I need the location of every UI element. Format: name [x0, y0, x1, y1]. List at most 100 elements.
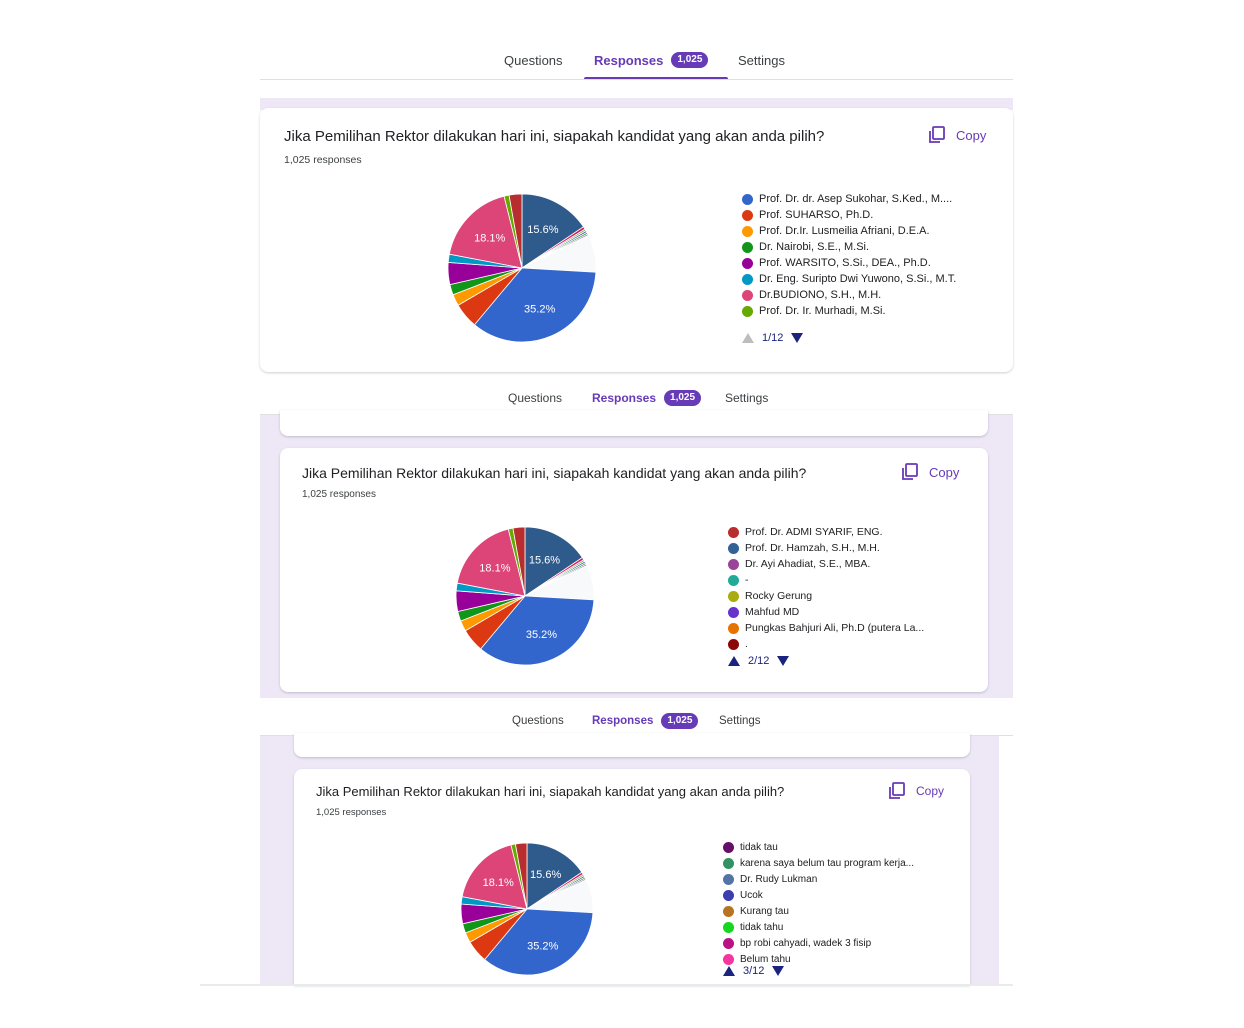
legend-swatch: [728, 606, 739, 618]
copy-chart-button[interactable]: Copy: [928, 126, 986, 144]
legend-label: Dr. Eng. Suripto Dwi Yuwono, S.Si., M.T.: [759, 273, 957, 285]
legend-swatch: [728, 526, 739, 538]
legend-label: Ucok: [740, 889, 763, 901]
legend-swatch: [723, 889, 734, 901]
legend-prev-arrow-icon[interactable]: [723, 966, 735, 976]
pie-slice-label: 18.1%: [474, 233, 505, 245]
chart-legend: tidak tau karena saya belum tau program k…: [723, 839, 914, 967]
legend-label: Dr. Ayi Ahadiat, S.E., MBA.: [745, 558, 871, 570]
legend-item: Kurang tau: [723, 903, 914, 919]
legend-swatch: [742, 289, 753, 301]
legend-pager: 1/12: [742, 332, 804, 344]
legend-item: Prof. WARSITO, S.Si., DEA., Ph.D.: [742, 255, 956, 271]
legend-next-arrow-icon[interactable]: [777, 656, 790, 666]
pie-slice-7: [480, 595, 595, 666]
pie-slice-label: 35.2%: [526, 629, 557, 641]
copy-chart-button[interactable]: Copy: [888, 782, 944, 800]
pie-slice-0: [521, 193, 585, 269]
pie-slice-13: [461, 844, 528, 910]
pie-slice-13: [448, 195, 523, 269]
question-title: Jika Pemilihan Rektor dilakukan hari ini…: [302, 465, 807, 481]
tab-responses-label: Responses: [592, 714, 654, 727]
tab-responses[interactable]: Responses 1,025: [594, 40, 709, 80]
legend-label: -: [745, 574, 749, 586]
response-count: 1,025 responses: [316, 807, 387, 818]
legend-swatch: [728, 574, 739, 586]
tab-responses[interactable]: Responses 1,025: [592, 380, 702, 415]
question-card: Jika Pemilihan Rektor dilakukan hari ini…: [260, 108, 1013, 372]
legend-item: Dr. Ayi Ahadiat, S.E., MBA.: [728, 556, 924, 572]
tab-responses-label: Responses: [592, 390, 657, 405]
legend-item: Prof. Dr.Ir. Lusmeilia Afriani, D.E.A.: [742, 223, 956, 239]
copy-icon: [889, 782, 905, 799]
tab-settings[interactable]: Settings: [725, 390, 769, 405]
pie-slice-0: [526, 842, 583, 910]
tab-questions[interactable]: Questions: [504, 52, 563, 68]
copy-icon: [902, 463, 918, 480]
legend-next-arrow-icon[interactable]: [772, 966, 785, 976]
legend-pager: 2/12: [728, 655, 790, 667]
legend-label: Prof. Dr.Ir. Lusmeilia Afriani, D.E.A.: [759, 225, 930, 237]
response-panel-2: Questions Responses 1,025 Settings Jika …: [260, 380, 1013, 698]
response-panel-3: Questions Responses 1,025 Settings Jika …: [260, 705, 1013, 985]
legend-prev-arrow-icon[interactable]: [742, 333, 754, 343]
legend-label: Dr. Nairobi, S.E., M.Si.: [759, 241, 870, 253]
legend-label: bp robi cahyadi, wadek 3 fisip: [740, 937, 872, 949]
pie-slice-15: [514, 842, 528, 910]
legend-item: Belum tahu: [723, 951, 914, 967]
legend-label: Dr. Rudy Lukman: [740, 873, 818, 885]
legend-label: Pungkas Bahjuri Ali, Ph.D (putera La...: [745, 622, 925, 634]
legend-swatch: [728, 638, 739, 650]
legend-page-indicator: 1/12: [762, 332, 784, 344]
legend-item: -: [728, 572, 924, 588]
legend-item: karena saya belum tau program kerja...: [723, 855, 914, 871]
legend-swatch: [742, 273, 753, 285]
legend-next-arrow-icon[interactable]: [791, 333, 804, 343]
copy-label: Copy: [916, 784, 945, 798]
response-panel-1: Questions Responses 1,025 Settings Jika …: [260, 40, 1013, 375]
legend-label: karena saya belum tau program kerja...: [740, 857, 914, 869]
pie-slice-label: 35.2%: [527, 940, 558, 952]
legend-pager: 3/12: [723, 965, 785, 977]
pie-slice-label: 15.6%: [529, 554, 560, 566]
legend-label: Kurang tau: [740, 905, 789, 917]
tab-questions[interactable]: Questions: [508, 390, 563, 405]
legend-label: Prof. Dr. ADMI SYARIF, ENG.: [745, 526, 883, 538]
tab-responses[interactable]: Responses 1,025: [592, 705, 699, 736]
question-title: Jika Pemilihan Rektor dilakukan hari ini…: [284, 128, 825, 145]
legend-item: Prof. SUHARSO, Ph.D.: [742, 207, 956, 223]
legend-swatch: [723, 873, 734, 885]
response-count-badge: 1,025: [661, 712, 699, 729]
previous-card-edge: [280, 410, 988, 436]
legend-item: .: [728, 636, 924, 652]
pie-slice-label: 35.2%: [524, 304, 555, 316]
tab-settings[interactable]: Settings: [738, 52, 785, 68]
tab-bar: Questions Responses 1,025 Settings: [260, 40, 1013, 80]
pie-slice-15: [512, 526, 526, 597]
legend-swatch: [723, 937, 734, 949]
legend-label: tidak tahu: [740, 921, 784, 933]
legend-swatch: [728, 590, 739, 602]
pie-chart: 15.6% 35.2% 18.1%: [460, 842, 594, 976]
background-strip: [260, 98, 1013, 110]
legend-item: Mahfud MD: [728, 604, 924, 620]
tab-settings[interactable]: Settings: [719, 714, 761, 727]
legend-item: Dr.BUDIONO, S.H., M.H.: [742, 287, 956, 303]
copy-chart-button[interactable]: Copy: [901, 463, 959, 481]
response-count-badge: 1,025: [664, 389, 702, 406]
legend-swatch: [723, 857, 734, 869]
pie-slice-7: [484, 908, 594, 976]
legend-prev-arrow-icon[interactable]: [728, 656, 740, 666]
legend-item: Pungkas Bahjuri Ali, Ph.D (putera La...: [728, 620, 924, 636]
question-title: Jika Pemilihan Rektor dilakukan hari ini…: [316, 784, 785, 799]
legend-swatch: [728, 542, 739, 554]
legend-swatch: [723, 953, 734, 965]
pie-slice-label: 15.6%: [530, 869, 561, 881]
legend-swatch: [723, 921, 734, 933]
legend-item: bp robi cahyadi, wadek 3 fisip: [723, 935, 914, 951]
pie-slice-label: 18.1%: [479, 563, 510, 575]
tab-questions[interactable]: Questions: [512, 714, 564, 727]
chart-legend: Prof. Dr. dr. Asep Sukohar, S.Ked., M...…: [742, 191, 956, 319]
legend-item: tidak tahu: [723, 919, 914, 935]
tab-divider: [260, 79, 1013, 80]
